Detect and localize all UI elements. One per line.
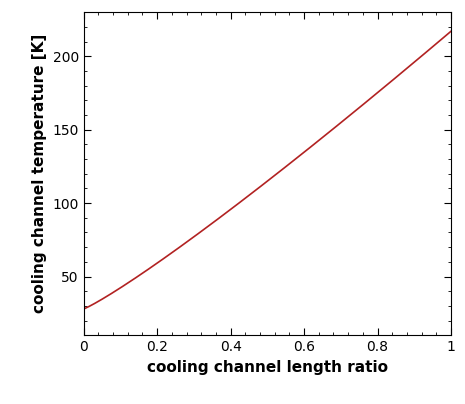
- X-axis label: cooling channel length ratio: cooling channel length ratio: [147, 360, 388, 375]
- Y-axis label: cooling channel temperature [K]: cooling channel temperature [K]: [32, 34, 47, 314]
